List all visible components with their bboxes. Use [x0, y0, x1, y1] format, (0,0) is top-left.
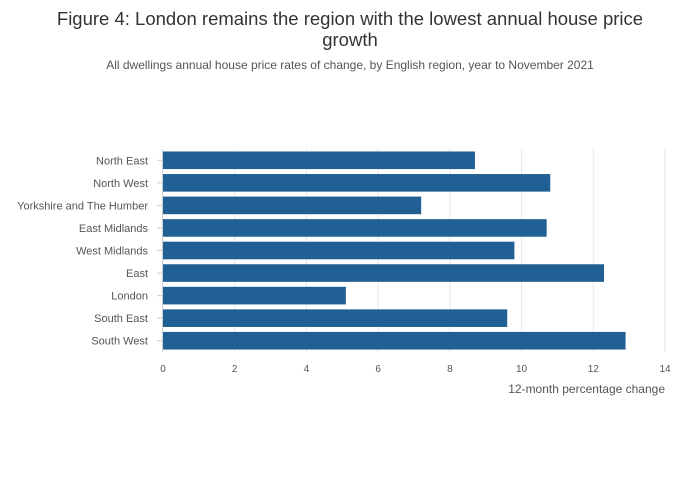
bar-south-west	[163, 331, 626, 350]
chart-title-line-2: growth	[322, 29, 378, 50]
bar-north-west	[163, 174, 551, 192]
bar-north-east	[163, 151, 475, 170]
chart-subtitle: All dwellings annual house price rates o…	[106, 58, 594, 72]
x-tick-label-12: 12	[588, 364, 600, 375]
chart-title-line-1: Figure 4: London remains the region with…	[56, 8, 644, 29]
bar-london	[163, 286, 346, 305]
category-label-yorkshire-and-the-humber: Yorkshire and The Humber	[17, 200, 148, 212]
chart-title: Figure 4: London remains the region with…	[0, 8, 700, 50]
category-label-north-east: North East	[96, 155, 148, 167]
x-axis-title: 12-month percentage change	[508, 382, 665, 396]
x-tick-label-8: 8	[447, 364, 453, 375]
category-label-west-midlands: West Midlands	[76, 246, 148, 258]
category-label-south-west: South West	[91, 336, 148, 348]
bar-west-midlands	[163, 241, 515, 260]
bar-south-east	[163, 309, 508, 327]
x-tick-label-2: 2	[232, 364, 238, 375]
x-tick-label-14: 14	[659, 364, 671, 375]
x-tick-label-6: 6	[375, 364, 381, 375]
bar-east	[163, 264, 605, 282]
bar-east-midlands	[163, 219, 547, 237]
x-tick-label-10: 10	[516, 364, 528, 375]
category-label-east-midlands: East Midlands	[79, 223, 149, 235]
x-tick-label-4: 4	[304, 364, 310, 375]
category-label-east: East	[126, 268, 148, 280]
category-label-north-west: North West	[93, 178, 148, 190]
category-label-south-east: South East	[94, 313, 148, 325]
bar-yorkshire-and-the-humber	[163, 196, 422, 215]
category-label-london: London	[111, 291, 148, 303]
x-tick-label-0: 0	[160, 364, 166, 375]
